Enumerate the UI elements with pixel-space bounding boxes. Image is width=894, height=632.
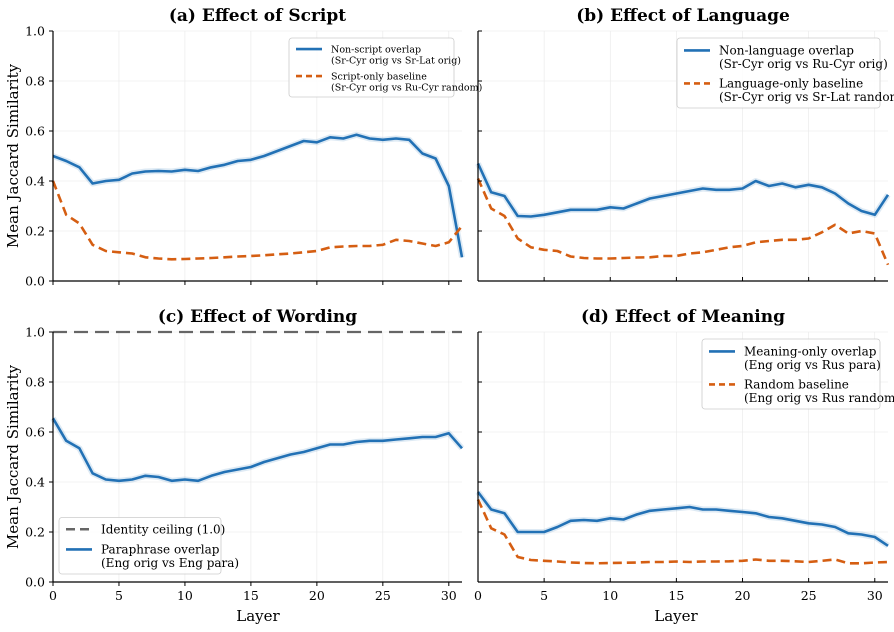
series-line-1 <box>51 180 464 261</box>
legend-sublabel: (Eng orig vs Rus para) <box>744 358 881 372</box>
panel-title: (a) Effect of Script <box>169 6 346 26</box>
x-tick-label: 15 <box>668 588 684 603</box>
legend-frame <box>58 517 222 575</box>
legend: Meaning-only overlap(Eng orig vs Rus par… <box>701 338 894 410</box>
series-line-0 <box>52 133 464 258</box>
legend-label: Script-only baseline <box>331 71 427 82</box>
x-tick-label: 20 <box>735 588 751 603</box>
y-tick-label: 0.2 <box>25 224 45 239</box>
y-tick-label: 0.2 <box>25 525 45 540</box>
y-tick-label: 0.6 <box>25 425 45 440</box>
x-tick-label: 20 <box>309 588 325 603</box>
x-axis-label-left: Layer <box>236 607 280 625</box>
legend: Non-language overlap(Sr-Cyr orig vs Ru-C… <box>676 37 894 109</box>
legend-sublabel: (Sr-Cyr orig vs Ru-Cyr random) <box>331 82 482 93</box>
legend-label: Meaning-only overlap <box>744 345 877 359</box>
y-tick-label: 0.4 <box>25 174 45 189</box>
legend-frame <box>676 37 881 109</box>
x-tick-label: 10 <box>177 588 193 603</box>
legend-sublabel: (Eng orig vs Eng para) <box>101 556 239 570</box>
panel-title: (c) Effect of Wording <box>158 307 357 327</box>
y-tick-label: 1.0 <box>25 24 45 39</box>
y-tick-label: 0.8 <box>25 375 45 390</box>
panel-b: (b) Effect of Language Non-language overl… <box>475 6 894 282</box>
x-tick-label: 15 <box>243 588 259 603</box>
y-tick-label: 0.8 <box>25 74 45 89</box>
legend-frame <box>701 338 881 410</box>
legend-sublabel: (Eng orig vs Rus random) <box>744 391 894 405</box>
panel-title: (d) Effect of Meaning <box>581 307 785 327</box>
legend-label: Paraphrase overlap <box>101 543 220 557</box>
y-tick-label: 0.0 <box>25 575 45 590</box>
legend-label: Language-only baseline <box>719 77 863 91</box>
legend: Non-script overlap(Sr-Cyr orig vs Sr-Lat… <box>288 37 482 98</box>
legend-sublabel: (Sr-Cyr orig vs Sr-Lat orig) <box>331 55 461 66</box>
x-tick-label: 30 <box>867 588 883 603</box>
y-tick-label: 1.0 <box>25 325 45 340</box>
legend: Identity ceiling (1.0) Paraphrase overlap… <box>58 517 239 575</box>
legend-sublabel: (Sr-Cyr orig vs Sr-Lat random) <box>719 90 894 104</box>
series-line-1 <box>476 177 890 266</box>
series-line-1 <box>476 498 889 565</box>
legend-label: Identity ceiling (1.0) <box>101 523 225 537</box>
panel-c: (c) Effect of Wording 0 5 10 15 20 25 30 0.0 0.2 0… <box>25 307 465 603</box>
series-band <box>475 490 890 549</box>
y-tick-label: 0.6 <box>25 124 45 139</box>
series-line-0 <box>476 162 890 218</box>
legend-label: Random baseline <box>744 378 849 392</box>
x-tick-label: 25 <box>801 588 817 603</box>
series-band <box>50 416 465 484</box>
x-tick-label: 0 <box>474 588 482 603</box>
series-band <box>51 131 465 258</box>
legend-label: Non-script overlap <box>331 44 421 55</box>
x-tick-label: 5 <box>540 588 548 603</box>
x-axis-label-right: Layer <box>654 607 698 625</box>
series-line-0 <box>476 491 889 547</box>
legend-frame <box>288 37 455 98</box>
y-axis-label-bottom: Mean Jaccard Similarity <box>4 364 22 549</box>
y-tick-label: 0.4 <box>25 475 45 490</box>
y-tick-label: 0.0 <box>25 274 45 289</box>
panel-a: (a) Effect of Script 0.0 0.2 0.4 0.6 0.8 1.0 No… <box>25 6 482 289</box>
x-tick-label: 30 <box>441 588 457 603</box>
x-tick-label: 5 <box>115 588 123 603</box>
x-tick-label: 25 <box>375 588 391 603</box>
x-tick-label: 0 <box>49 588 57 603</box>
legend-sublabel: (Sr-Cyr orig vs Ru-Cyr orig) <box>719 57 888 71</box>
legend-label: Non-language overlap <box>719 44 854 58</box>
panel-d: (d) Effect of Meaning 0 5 10 15 20 25 30 Meaning… <box>474 307 894 603</box>
panel-title: (b) Effect of Language <box>576 6 790 26</box>
y-axis-label-top: Mean Jaccard Similarity <box>4 63 22 248</box>
x-tick-label: 10 <box>602 588 618 603</box>
series-line-0 <box>51 417 463 483</box>
